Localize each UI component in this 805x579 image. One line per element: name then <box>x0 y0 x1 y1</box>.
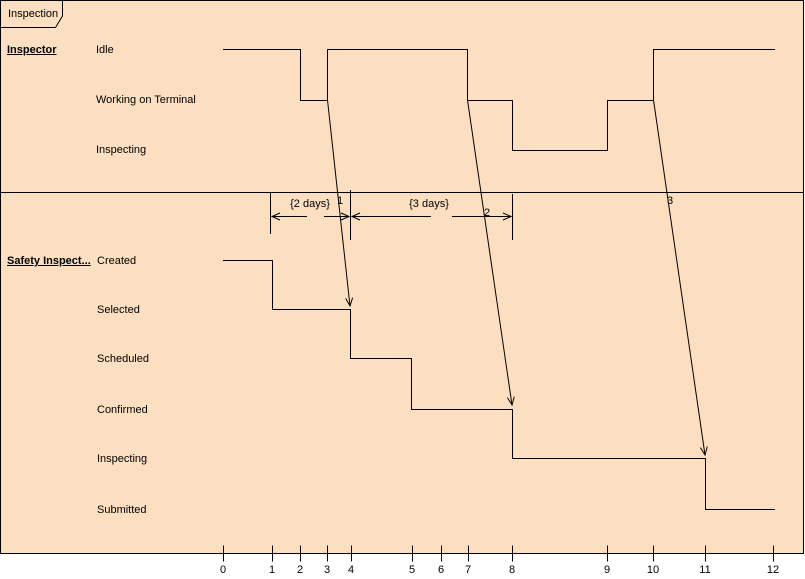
state-label-scheduled[interactable]: Scheduled <box>97 353 149 365</box>
lifeline-name-safety-inspection[interactable]: Safety Inspect... <box>7 255 91 267</box>
duration-constraint-3-days[interactable] <box>352 194 513 240</box>
tick-label-9: 9 <box>603 564 611 576</box>
state-label-inspecting-inspector[interactable]: Inspecting <box>96 144 147 156</box>
message-3-arrow[interactable] <box>653 99 706 455</box>
state-label-confirmed[interactable]: Confirmed <box>97 404 148 416</box>
duration-constraint-2-days[interactable] <box>270 190 351 240</box>
tick-label-2: 2 <box>296 564 304 576</box>
safety-inspection-state-timeline[interactable] <box>223 260 775 510</box>
tick-label-6: 6 <box>437 564 445 576</box>
tick-label-8: 8 <box>508 564 516 576</box>
state-label-submitted[interactable]: Submitted <box>97 504 147 516</box>
lifeline-name-inspector[interactable]: Inspector <box>7 44 57 56</box>
state-label-working-on-terminal[interactable]: Working on Terminal <box>96 94 196 106</box>
duration-label-2-days[interactable]: {2 days} <box>290 198 330 210</box>
frame-border <box>0 0 804 554</box>
tick-label-7: 7 <box>464 564 472 576</box>
tick-label-4: 4 <box>347 564 355 576</box>
message-2-arrow[interactable] <box>467 99 513 405</box>
tick-label-1: 1 <box>268 564 276 576</box>
duration-label-3-days[interactable]: {3 days} <box>409 198 449 210</box>
inspector-state-timeline[interactable] <box>223 49 775 151</box>
message-1-arrow[interactable] <box>327 99 351 306</box>
tick-label-3: 3 <box>323 564 331 576</box>
state-label-inspecting-safety[interactable]: Inspecting <box>97 453 148 465</box>
message-label-1[interactable]: 1 <box>337 195 344 207</box>
message-label-2[interactable]: 2 <box>484 207 491 219</box>
state-label-idle[interactable]: Idle <box>96 44 114 56</box>
tick-label-12: 12 <box>766 564 780 576</box>
message-label-3[interactable]: 3 <box>667 195 674 207</box>
state-label-created[interactable]: Created <box>97 255 137 267</box>
frame-title[interactable]: Inspection <box>8 8 59 20</box>
time-axis-ticks <box>223 545 774 562</box>
tick-label-11: 11 <box>699 564 711 576</box>
frame-title-tab[interactable] <box>0 0 63 28</box>
tick-label-5: 5 <box>408 564 416 576</box>
tick-label-0: 0 <box>219 564 227 576</box>
state-label-selected[interactable]: Selected <box>97 304 140 316</box>
tick-label-10: 10 <box>646 564 660 576</box>
message-arrows <box>327 99 706 455</box>
